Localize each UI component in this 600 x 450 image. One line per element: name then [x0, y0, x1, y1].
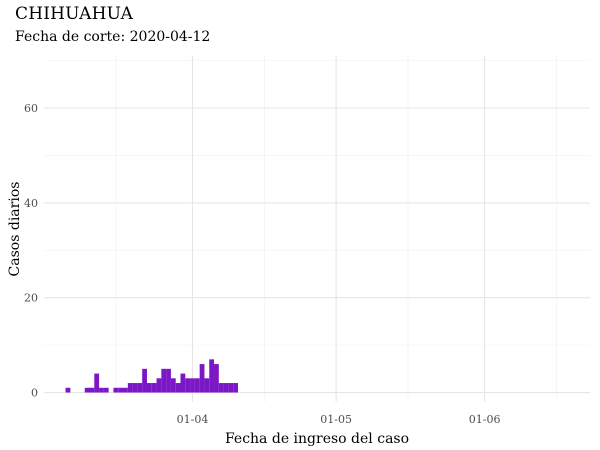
bar	[180, 373, 186, 393]
bar	[113, 387, 119, 393]
bar	[123, 387, 128, 393]
bar	[132, 383, 138, 393]
bar	[161, 368, 167, 393]
bar	[146, 383, 152, 393]
bar	[94, 373, 100, 393]
bars	[65, 359, 238, 393]
bar	[209, 359, 215, 393]
bar	[194, 378, 200, 393]
y-tick-label: 20	[24, 292, 38, 305]
chart-subtitle: Fecha de corte: 2020-04-12	[15, 29, 211, 45]
bar	[204, 378, 210, 393]
bar	[170, 378, 176, 393]
bar	[228, 383, 234, 393]
bar	[199, 364, 205, 393]
y-tick-label: 0	[31, 387, 38, 400]
bar	[214, 364, 219, 393]
chart-title: CHIHUAHUA	[15, 4, 134, 24]
y-tick-label: 40	[24, 197, 38, 210]
bar	[156, 378, 162, 393]
bar	[151, 383, 157, 393]
x-tick-label: 01-04	[177, 413, 209, 426]
bar	[89, 387, 95, 393]
y-tick-label: 60	[24, 102, 38, 115]
y-axis-title: Casos diarios	[7, 182, 23, 277]
tick-labels: 0 20 40 60 01-04 01-05 01-06	[24, 102, 500, 426]
bar	[118, 387, 124, 393]
x-axis-title: Fecha de ingreso del caso	[225, 431, 409, 447]
x-tick-label: 01-06	[469, 413, 501, 426]
bar	[175, 383, 181, 393]
x-tick-label: 01-05	[320, 413, 352, 426]
bar	[185, 378, 191, 393]
bar	[65, 387, 71, 393]
bar	[137, 383, 143, 393]
bar	[233, 383, 238, 393]
grid	[44, 56, 590, 402]
bar	[99, 387, 104, 393]
bar	[127, 383, 133, 393]
bar	[166, 368, 171, 393]
bar	[223, 383, 229, 393]
bar	[142, 368, 147, 393]
bar	[190, 378, 195, 393]
bar	[218, 383, 224, 393]
bar	[84, 387, 90, 393]
bar	[103, 387, 109, 393]
